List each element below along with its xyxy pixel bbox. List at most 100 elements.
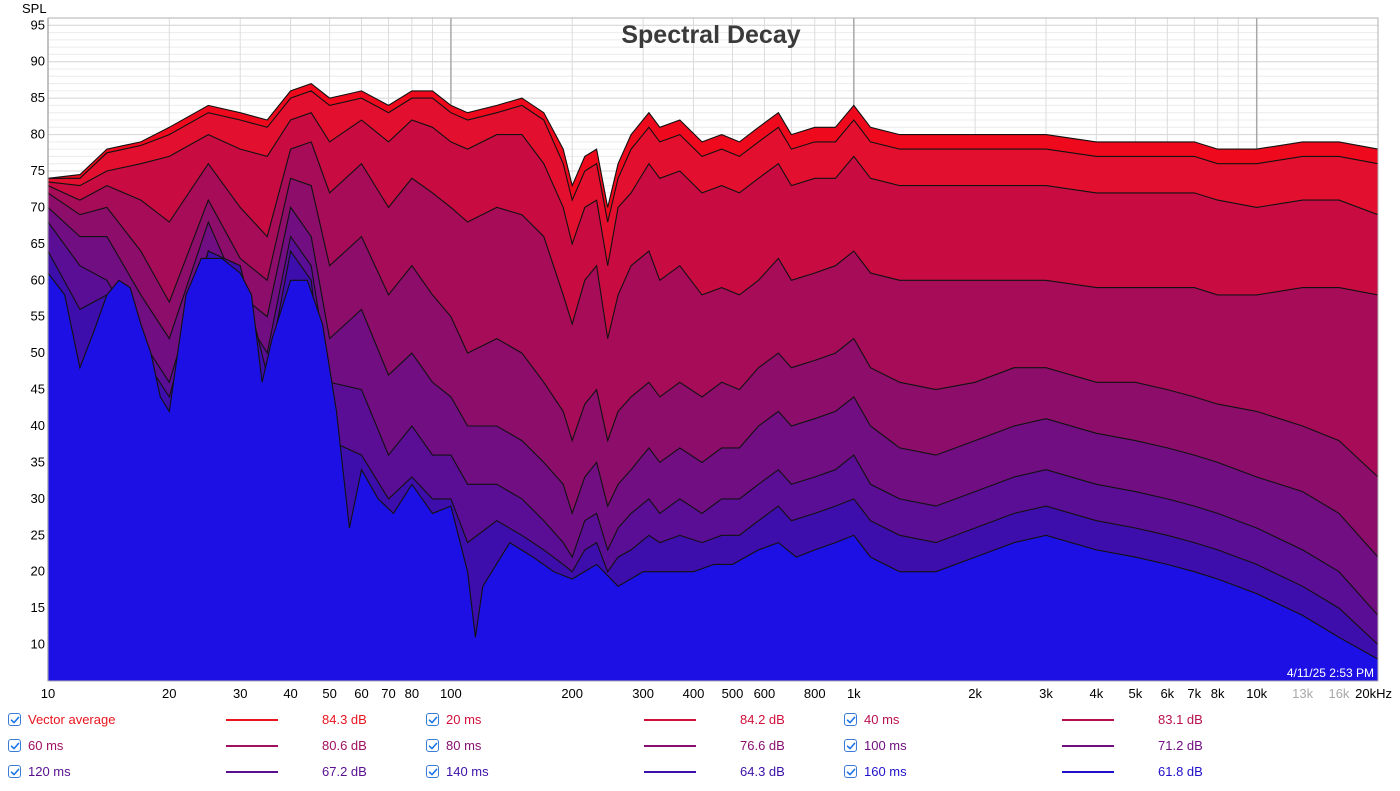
legend-swatch-line: [226, 771, 278, 773]
x-tick-label: 16k: [1328, 686, 1349, 701]
y-tick-label: 15: [31, 600, 45, 615]
legend-item[interactable]: 40 ms 83.1 dB: [844, 708, 1244, 732]
x-tick-label: 200: [561, 686, 583, 701]
y-tick-label: 75: [31, 163, 45, 178]
legend-checkbox[interactable]: [8, 713, 21, 726]
x-tick-label: 100: [440, 686, 462, 701]
y-tick-label: 95: [31, 17, 45, 32]
legend-checkbox[interactable]: [426, 765, 439, 778]
legend-item[interactable]: 100 ms 71.2 dB: [844, 734, 1244, 758]
y-tick-label: 10: [31, 637, 45, 652]
legend-checkbox[interactable]: [8, 739, 21, 752]
check-icon: [428, 716, 437, 723]
legend-swatch-line: [644, 771, 696, 773]
y-tick-label: 60: [31, 272, 45, 287]
legend-swatch-line: [226, 745, 278, 747]
y-tick-label: 35: [31, 454, 45, 469]
legend-swatch-line: [226, 719, 278, 721]
y-tick-label: 50: [31, 345, 45, 360]
curve-8: [48, 249, 1378, 646]
check-icon: [428, 768, 437, 775]
x-tick-label: 2k: [968, 686, 982, 701]
y-tick-label: 90: [31, 54, 45, 69]
spectral-decay-chart: SPL 10 15 20 25 30 35 40 45 50 55 60 65 70 75 80 85 90 95…: [22, 1, 1392, 701]
decay-areas: [48, 82, 1378, 681]
y-tick-label: 70: [31, 199, 45, 214]
plot-frame: [47, 17, 1379, 682]
legend-value: 61.8 dB: [1158, 764, 1203, 779]
curve-9: [48, 257, 1378, 660]
legend-swatch-line: [644, 719, 696, 721]
x-tick-label: 30: [233, 686, 247, 701]
legend-value: 71.2 dB: [1158, 738, 1203, 753]
legend-swatch-line: [644, 745, 696, 747]
x-tick-label: 4k: [1090, 686, 1104, 701]
legend-item[interactable]: 140 ms 64.3 dB: [426, 760, 826, 784]
check-icon: [846, 742, 855, 749]
legend-series-name: Vector average: [28, 712, 116, 727]
x-tick-label: 600: [754, 686, 776, 701]
x-tick-label: 80: [405, 686, 419, 701]
legend-item[interactable]: 20 ms 84.2 dB: [426, 708, 826, 732]
legend-series-name: 120 ms: [28, 764, 71, 779]
check-icon: [10, 768, 19, 775]
curve-5: [48, 177, 1378, 478]
legend-value: 80.6 dB: [322, 738, 367, 753]
legend-value: 64.3 dB: [740, 764, 785, 779]
x-tick-label: 70: [381, 686, 395, 701]
x-tick-label: 20: [162, 686, 176, 701]
legend-item[interactable]: 120 ms 67.2 dB: [8, 760, 408, 784]
area-9: [48, 258, 1378, 681]
x-tick-label: 500: [722, 686, 744, 701]
legend-item[interactable]: 160 ms 61.8 dB: [844, 760, 1244, 784]
y-tick-label: 30: [31, 491, 45, 506]
legend-item[interactable]: 80 ms 76.6 dB: [426, 734, 826, 758]
x-tick-label: 1k: [847, 686, 861, 701]
legend-checkbox[interactable]: [426, 713, 439, 726]
x-tick-label: 400: [683, 686, 705, 701]
curve-2: [48, 90, 1378, 223]
x-tick-label: 8k: [1211, 686, 1225, 701]
curve-1: [48, 82, 1378, 208]
legend-item[interactable]: 60 ms 80.6 dB: [8, 734, 408, 758]
timestamp: 4/11/25 2:53 PM: [1287, 666, 1374, 680]
y-tick-label: 25: [31, 527, 45, 542]
y-axis-label: SPL: [22, 1, 47, 16]
check-icon: [10, 716, 19, 723]
x-axis-ticks: 10 20 30 40 50 60 70 80 100 200 300 400 500 600 800 1k 2…: [41, 686, 1392, 701]
legend-item[interactable]: Vector average 84.3 dB: [8, 708, 408, 732]
legend-value: 83.1 dB: [1158, 712, 1203, 727]
legend-series-name: 20 ms: [446, 712, 482, 727]
y-tick-label: 85: [31, 90, 45, 105]
check-icon: [10, 742, 19, 749]
legend-series-name: 80 ms: [446, 738, 482, 753]
x-tick-label: 7k: [1187, 686, 1201, 701]
x-tick-label: 40: [283, 686, 297, 701]
legend-swatch-line: [1062, 771, 1114, 773]
legend-series-name: 160 ms: [864, 764, 907, 779]
legend-checkbox[interactable]: [844, 765, 857, 778]
x-tick-label: 20kHz: [1355, 686, 1392, 701]
curve-6: [48, 206, 1378, 558]
legend-checkbox[interactable]: [8, 765, 21, 778]
legend-series-name: 40 ms: [864, 712, 900, 727]
curve-3: [48, 112, 1378, 266]
check-icon: [846, 716, 855, 723]
legend-series-name: 60 ms: [28, 738, 64, 753]
x-tick-label: 13k: [1292, 686, 1313, 701]
legend-value: 67.2 dB: [322, 764, 367, 779]
legend-value: 84.3 dB: [322, 712, 367, 727]
legend-checkbox[interactable]: [426, 739, 439, 752]
chart-title: Spectral Decay: [621, 21, 800, 49]
legend-series-name: 140 ms: [446, 764, 489, 779]
y-tick-label: 40: [31, 418, 45, 433]
legend-checkbox[interactable]: [844, 713, 857, 726]
y-tick-label: 55: [31, 309, 45, 324]
legend: Vector average 84.3 dB 20 ms 84.2 dB 40 ms 83…: [0, 708, 1400, 788]
x-tick-label: 50: [322, 686, 336, 701]
legend-swatch-line: [1062, 719, 1114, 721]
x-tick-label: 10: [41, 686, 55, 701]
legend-value: 84.2 dB: [740, 712, 785, 727]
legend-checkbox[interactable]: [844, 739, 857, 752]
legend-value: 76.6 dB: [740, 738, 785, 753]
